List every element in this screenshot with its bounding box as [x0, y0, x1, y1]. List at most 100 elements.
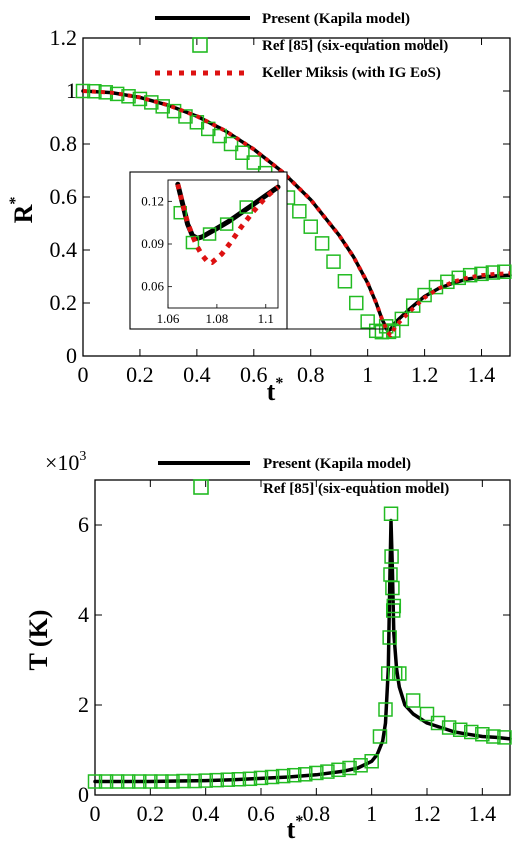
temperature-multiplier: ×103	[45, 449, 86, 475]
radius-chart: 0 0.2 0.4 0.6 0.8 1 1.2 1.4 0 0.2 0.4 0.6 0.8 1 1.2 t…	[7, 11, 512, 406]
legend-ref-marker	[192, 37, 208, 53]
y-tick-label: 0.2	[50, 290, 78, 315]
x-tick-label: 0	[78, 362, 89, 387]
ref-data-point	[87, 84, 102, 99]
ref-data-point	[384, 549, 399, 564]
radius-series	[75, 83, 512, 340]
ref-data-point	[394, 311, 410, 327]
x-tick-label: 0.6	[240, 362, 268, 387]
ref-data-point	[209, 772, 224, 788]
radius-y-ticks: 0 0.2 0.4 0.6 0.8 1 1.2	[50, 25, 510, 368]
ref-data-point	[381, 324, 397, 340]
radius-x-axis-title: t*	[267, 375, 284, 406]
ref-data-point	[385, 580, 400, 596]
legend2-ref-label: Ref [85] (six-equation model)	[263, 481, 449, 497]
ref-data-point	[326, 254, 341, 269]
ref-data-point	[109, 774, 125, 789]
ref-data-point	[120, 774, 136, 789]
ref-data-point	[405, 298, 421, 313]
ref-data-point	[198, 773, 213, 788]
ref-data-point	[202, 227, 217, 241]
ref-data-point	[231, 772, 247, 787]
ref-data-point	[378, 702, 393, 717]
ref-data-point	[497, 264, 512, 279]
ref-data-point	[223, 136, 239, 152]
ref-data-point	[239, 200, 253, 214]
inset-x-tick-label: 1.08	[206, 311, 229, 326]
ref-data-point	[132, 774, 147, 789]
y-tick-label: 2	[78, 692, 89, 717]
x-tick-label: 0.8	[297, 362, 325, 387]
x-tick-label: 1.4	[469, 801, 497, 826]
legend2-ref-marker	[193, 479, 209, 495]
x-tick-label: 1.2	[411, 362, 439, 387]
ref-data-point	[235, 145, 250, 160]
legend2-present-label: Present (Kapila model)	[263, 456, 411, 472]
legend-keller-label: Keller Miksis (with IG EoS)	[262, 65, 441, 81]
ref-data-point	[360, 314, 375, 329]
radius-inset: 1.06 1.08 1.1 0.06 0.09 0.12	[129, 171, 388, 330]
ref-data-point	[462, 267, 478, 283]
ref-data-point	[220, 772, 236, 787]
ref-data-point	[452, 722, 468, 737]
inset-x-tick-label: 1.06	[157, 311, 180, 326]
y-tick-label: 0.4	[50, 237, 78, 262]
ref-data-point	[383, 506, 399, 521]
radius-legend: Present (Kapila model) Ref [85] (six-equ…	[155, 11, 448, 81]
ref-data-point	[292, 204, 307, 219]
y-tick-label: 0.8	[50, 131, 78, 156]
temperature-y-axis-title: T (K)	[24, 610, 53, 671]
ref-data-point	[353, 758, 368, 773]
ref-data-point	[440, 274, 455, 290]
ref-data-point	[497, 730, 512, 745]
temperature-x-axis-title: t*	[287, 813, 304, 844]
ref-data-point	[309, 765, 324, 781]
ref-data-point	[486, 729, 501, 744]
ref-data-point	[212, 128, 227, 144]
inset-y-ticks: 0.06 0.09 0.12	[141, 193, 172, 294]
x-tick-label: 1	[362, 362, 373, 387]
ref-data-point	[417, 287, 432, 303]
ref-data-point	[405, 693, 421, 708]
y-tick-label: 0	[78, 782, 89, 807]
ref-data-point	[75, 83, 91, 99]
ref-data-point	[143, 774, 158, 789]
ref-data-point	[475, 727, 490, 742]
ref-data-point	[349, 295, 364, 311]
ref-data-point	[173, 205, 187, 220]
ref-data-point	[154, 774, 169, 789]
inset-x-ticks: 1.06 1.08 1.1	[157, 304, 274, 326]
y-tick-label: 1.2	[50, 25, 78, 50]
ref-data-point	[430, 715, 446, 731]
legend-ref-label: Ref [85] (six-equation model)	[262, 38, 448, 54]
ref-data-point	[386, 598, 402, 614]
ref-data-point	[372, 729, 388, 744]
ref-data-point	[331, 762, 346, 778]
x-tick-label: 1.2	[413, 801, 441, 826]
ref-data-point	[253, 770, 269, 786]
x-tick-label: 0	[90, 801, 101, 826]
x-tick-label: 0.2	[126, 362, 154, 387]
y-tick-label: 6	[78, 512, 89, 537]
ref-data-point	[342, 760, 357, 776]
inset-y-tick-label: 0.09	[141, 236, 164, 251]
ref-data-point	[187, 773, 202, 789]
ref-data-point	[275, 768, 291, 784]
ref-data-point	[185, 235, 200, 250]
temperature-series	[87, 506, 512, 789]
inset-x-tick-label: 1.1	[258, 311, 274, 326]
x-tick-label: 0.8	[303, 801, 331, 826]
ref-data-point	[155, 99, 170, 114]
ref-data-point	[474, 266, 489, 282]
x-tick-label: 1.4	[468, 362, 496, 387]
ref-data-point	[314, 236, 330, 251]
temperature-y-ticks: 0 2 4 6	[78, 512, 510, 807]
keller-miksis-line	[82, 89, 511, 338]
ref-data-point	[176, 773, 191, 789]
ref-data-point	[242, 771, 258, 787]
ref-data-point	[419, 706, 435, 722]
y-tick-label: 0	[66, 343, 77, 368]
x-tick-label: 0.6	[247, 801, 275, 826]
